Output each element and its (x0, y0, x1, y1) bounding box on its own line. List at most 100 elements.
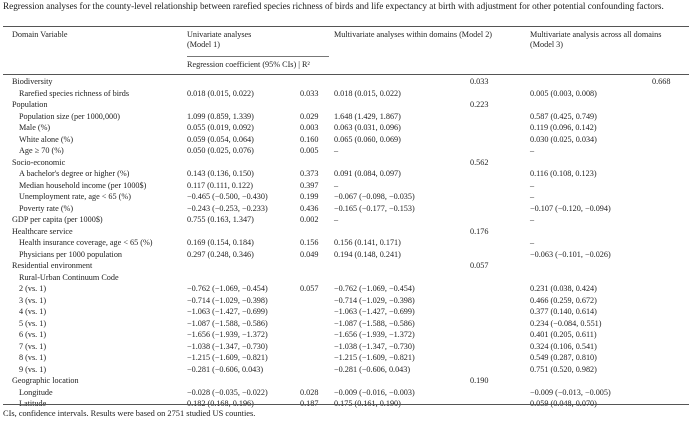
model1-coef: 0.117 (0.111, 0.122) (187, 180, 253, 190)
model1-r2: 0.187 (300, 399, 319, 408)
table-row: Biodiversity 0.033 0.668 (0, 76, 692, 88)
row-label: 3 (vs. 1) (19, 295, 47, 305)
header-model2-title: Multivariate analyses within domains (Mo… (334, 30, 493, 39)
table-row: Male (%) 0.055 (0.019, 0.092) 0.003 0.063 (… (0, 122, 692, 134)
model1-coef: −0.762 (−1.069, −0.454) (187, 284, 268, 293)
model2-coef: 0.156 (0.141, 0.171) (334, 238, 401, 247)
model1-coef: −1.656 (−1.939, −1.372) (187, 330, 268, 339)
model1-coef: 0.755 (0.163, 1.347) (187, 215, 254, 224)
model1-coef: −0.243 (−0.253, −0.233) (187, 203, 268, 213)
table-row: Latitude 0.182 (0.168, 0.196) 0.187 0.175 (… (0, 398, 692, 410)
table-row: Unemployment rate, age < 65 (%) −0.465 (−… (0, 191, 692, 203)
model1-r2: 0.373 (300, 169, 319, 178)
model2-coef: −0.714 (−1.029, −0.398) (334, 295, 415, 305)
model1-coef: −0.281 (−0.606, 0.043) (187, 364, 264, 374)
row-label: Physicians per 1000 population (19, 249, 123, 259)
model1-r2: 0.199 (300, 192, 319, 201)
table-row: Longitude −0.028 (−0.035, −0.022) 0.028 −0.… (0, 387, 692, 399)
table-row: 4 (vs. 1) −1.063 (−1.427, −0.699) −1.063 (… (0, 306, 692, 318)
model1-r2: 0.156 (300, 238, 319, 247)
model3-coef: 0.751 (0.520, 0.982) (530, 364, 597, 374)
row-label: 7 (vs. 1) (19, 341, 47, 351)
table-row: GDP per capita (per 1000$) 0.755 (0.163, … (0, 214, 692, 226)
header-model1-sub: (Model 1) (187, 40, 220, 49)
row-label: Poverty rate (%) (19, 203, 74, 213)
row-label: Latitude (19, 399, 47, 408)
row-label: Geographic location (12, 376, 79, 385)
model2-coef: 0.091 (0.084, 0.097) (334, 169, 401, 178)
model2-coef: −1.656 (−1.939, −1.372) (334, 330, 415, 339)
table-row: Health insurance coverage, age < 65 (%) 0… (0, 237, 692, 249)
model1-r2: 0.033 (300, 88, 319, 98)
model2-coef: −0.165 (−0.177, −0.153) (334, 203, 415, 213)
model3-r2: 0.668 (652, 77, 671, 86)
model1-r2: 0.436 (300, 203, 319, 213)
model3-coef: 0.030 (0.025, 0.034) (530, 134, 597, 144)
row-label: Rarefied species richness of birds (19, 88, 130, 98)
model1-r2: 0.397 (300, 180, 319, 190)
row-label: Health insurance coverage, age < 65 (%) (19, 238, 153, 247)
model2-coef: −1.087 (−1.588, −0.586) (334, 318, 415, 328)
header-model3-title: Multivariate analysis across all domains (530, 30, 662, 39)
header-model3-sub: (Model 3) (530, 40, 563, 49)
model2-coef: – (334, 180, 339, 190)
model3-coef: 0.324 (0.106, 0.541) (530, 341, 597, 351)
row-label: Socio-economic (12, 157, 66, 167)
row-label: Population (12, 100, 48, 109)
table-row: 6 (vs. 1) −1.656 (−1.939, −1.372) −1.656 (… (0, 329, 692, 341)
table-row: Median household income (per 1000$) 0.117… (0, 180, 692, 192)
model2-r2: 0.176 (470, 226, 489, 236)
model2-coef: −0.281 (−0.606, 0.043) (334, 364, 411, 374)
row-label: Healthcare service (12, 226, 73, 236)
table-row: 2 (vs. 1) −0.762 (−1.069, −0.454) 0.057 −0.… (0, 283, 692, 295)
model2-coef: −1.038 (−1.347, −0.730) (334, 341, 415, 351)
model3-coef: 0.119 (0.096, 0.142) (530, 123, 597, 132)
model2-coef: – (334, 146, 339, 155)
model2-r2: 0.223 (470, 100, 489, 109)
model3-coef: – (530, 215, 535, 224)
model1-r2: 0.057 (300, 284, 319, 293)
model1-coef: 0.169 (0.154, 0.184) (187, 238, 254, 247)
model3-coef: – (530, 146, 535, 155)
model1-coef: 0.143 (0.136, 0.150) (187, 169, 254, 178)
model1-r2: 0.005 (300, 146, 319, 155)
model2-coef: 0.175 (0.161, 0.190) (334, 399, 401, 408)
row-label: Rural-Urban Continuum Code (19, 272, 119, 282)
model2-coef: −0.009 (−0.016, −0.003) (334, 387, 415, 397)
table-row: Population size (per 1000,000) 1.099 (0.8… (0, 111, 692, 123)
model2-coef: 0.194 (0.148, 0.241) (334, 249, 401, 259)
row-label: 9 (vs. 1) (19, 364, 47, 374)
model3-coef: 0.005 (0.003, 0.008) (530, 88, 597, 98)
model1-r2: 0.029 (300, 111, 319, 121)
model2-r2: 0.057 (470, 261, 489, 270)
row-label: Longitude (19, 387, 53, 397)
model1-r2: 0.002 (300, 215, 319, 224)
model1-coef: −0.714 (−1.029, −0.398) (187, 295, 268, 305)
model1-coef: −0.028 (−0.035, −0.022) (187, 387, 268, 397)
row-label: GDP per capita (per 1000$) (12, 215, 103, 224)
model2-r2: 0.562 (470, 157, 489, 167)
table-row: 3 (vs. 1) −0.714 (−1.029, −0.398) −0.714 (… (0, 295, 692, 307)
row-label: Population size (per 1000,000) (19, 111, 120, 121)
top-rule (3, 26, 689, 27)
row-label: Male (%) (19, 123, 51, 132)
row-label: A bachelor's degree or higher (%) (19, 169, 130, 178)
model1-coef: 1.099 (0.859, 1.339) (187, 111, 254, 121)
row-label: Biodiversity (12, 77, 53, 86)
table-row: Geographic location 0.190 (0, 375, 692, 387)
model1-coef: −0.465 (−0.500, −0.430) (187, 192, 268, 201)
model3-coef: −0.107 (−0.120, −0.094) (530, 203, 611, 213)
model3-coef: 0.401 (0.205, 0.611) (530, 330, 597, 339)
table-row: Age ≥ 70 (%) 0.050 (0.025, 0.076) 0.005 – – (0, 145, 692, 157)
row-label: Residential environment (12, 261, 93, 270)
table-row: 5 (vs. 1) −1.087 (−1.588, −0.586) −1.087 (… (0, 318, 692, 330)
model1-coef: −1.063 (−1.427, −0.699) (187, 307, 268, 316)
row-label: Median household income (per 1000$) (19, 180, 147, 190)
row-label: Unemployment rate, age < 65 (%) (19, 192, 131, 201)
table-row: White alone (%) 0.059 (0.054, 0.064) 0.160… (0, 134, 692, 146)
table-caption: Regression analyses for the county-level… (3, 1, 664, 11)
model1-coef: 0.055 (0.019, 0.092) (187, 123, 254, 132)
header-domain-variable: Domain Variable (12, 30, 68, 39)
row-label: 2 (vs. 1) (19, 284, 47, 293)
